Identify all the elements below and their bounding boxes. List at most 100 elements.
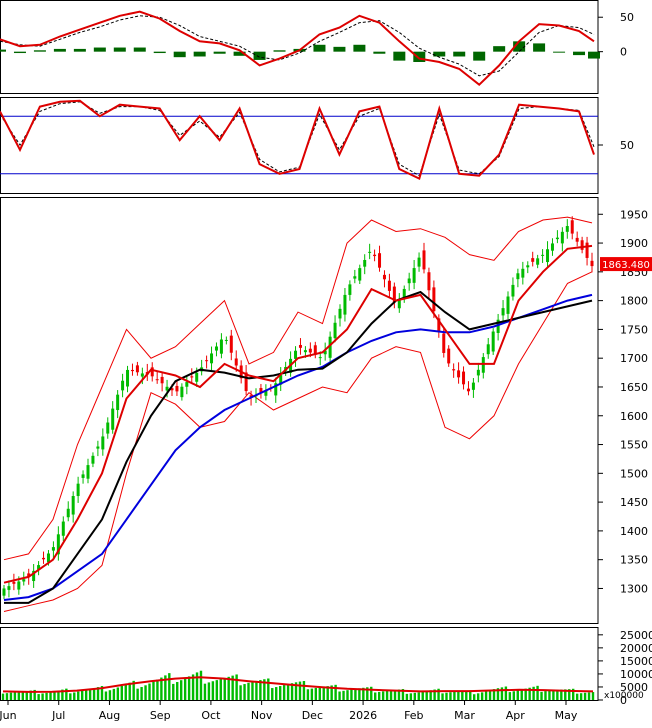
price-candle-body (531, 258, 535, 262)
volume-bar (437, 688, 440, 700)
price-candle-body (224, 339, 228, 341)
volume-bar (572, 688, 575, 700)
volume-bar (271, 688, 274, 700)
volume-bar (298, 681, 302, 700)
volume-bar (591, 692, 595, 700)
price-candle-body (234, 358, 238, 366)
volume-bar (176, 682, 179, 700)
volume-bar (302, 681, 306, 700)
price-candle-body (432, 287, 436, 312)
volume-bar (354, 688, 357, 700)
price-candle-body (575, 237, 579, 242)
macd-histogram-bar (233, 51, 246, 56)
volume-bar (465, 690, 468, 700)
volume-bar (168, 673, 171, 700)
price-candle-body (333, 322, 337, 339)
price-candle-body (555, 237, 559, 240)
volume-bar (104, 691, 108, 700)
price-candle-body (457, 370, 461, 378)
price-candle-body (570, 220, 574, 234)
price-ytick-label: 1700 (620, 352, 648, 365)
price-candle-body (135, 365, 139, 373)
volume-bar (53, 691, 56, 700)
xtick-label: Feb (404, 709, 423, 722)
volume-bar (338, 691, 341, 700)
volume-bar (393, 689, 397, 700)
price-candle-body (550, 243, 554, 251)
price-candle-body (229, 335, 233, 353)
price-candle-body (205, 360, 209, 362)
price-candle-body (397, 299, 401, 309)
volume-bar (116, 687, 120, 700)
price-ytick-label: 1800 (620, 295, 648, 308)
vol-panel-frame (0, 627, 599, 701)
price-candle-body (121, 380, 125, 391)
volume-ytick-label: 25000 (620, 629, 652, 642)
volume-bar (326, 686, 329, 700)
macd-ytick-label: 0 (620, 46, 627, 59)
price-candle-body (56, 534, 60, 555)
volume-bar (286, 684, 290, 700)
price-candle-body (491, 331, 495, 352)
volume-ytick-label: 15000 (620, 655, 652, 668)
price-candle-body (476, 369, 480, 376)
macd-histogram-bar (313, 44, 326, 52)
price-candle-body (140, 373, 144, 377)
volume-bar (429, 690, 432, 700)
stoch-k-line (0, 99, 595, 181)
price-candle-body (22, 579, 26, 582)
price-candle-body (353, 276, 357, 279)
volume-bar (401, 689, 405, 700)
price-candle-body (407, 278, 411, 284)
price-ytick-label: 1950 (620, 208, 648, 221)
volume-bar (92, 688, 96, 700)
volume-bar (9, 692, 13, 700)
volume-bar (520, 689, 523, 700)
macd-histogram-bar (473, 51, 486, 61)
price-candle-body (274, 383, 278, 396)
price-candle-body (71, 496, 75, 515)
bollinger-lower-band (3, 271, 593, 612)
price-candle-body (585, 242, 589, 258)
price-candle-body (501, 308, 505, 316)
price-candle-body (219, 339, 223, 354)
macd-histogram-bar (73, 48, 86, 52)
xtick-label: Sep (150, 709, 171, 722)
price-candle-body (27, 573, 31, 577)
volume-bar (548, 690, 551, 700)
price-candle-body (42, 557, 46, 560)
volume-bar (255, 680, 258, 700)
volume-bar (223, 678, 226, 700)
volume-bar (267, 678, 270, 700)
volume-bar (227, 676, 230, 700)
volume-bar (461, 691, 464, 700)
price-candle-body (86, 465, 90, 479)
price-ytick-label: 1350 (620, 554, 648, 567)
volume-bar (259, 680, 262, 700)
price-candle-body (210, 353, 214, 364)
volume-bar (179, 680, 183, 700)
macd-ytick-label: 50 (620, 11, 634, 24)
volume-bar (65, 688, 68, 700)
volume-bar (544, 691, 547, 700)
xtick-label: 2026 (349, 709, 377, 722)
price-candle-body (76, 483, 80, 497)
price-candle-body (511, 284, 515, 297)
volume-bar (235, 674, 238, 700)
macd-histogram-bar (433, 51, 446, 57)
macd-histogram-bar (513, 41, 526, 52)
last-price-badge (600, 257, 652, 272)
xtick-label: Jul (51, 709, 65, 722)
volume-bar (80, 690, 84, 700)
price-candle-body (580, 240, 584, 250)
volume-ytick-label: 5000 (620, 681, 648, 694)
price-candle-body (402, 288, 406, 300)
price-candle-body (298, 344, 302, 348)
volume-bar (366, 687, 369, 700)
macd-histogram-bar (53, 48, 66, 52)
macd-histogram-bar (213, 51, 226, 54)
volume-bar (73, 692, 76, 700)
volume-bar (457, 691, 460, 700)
xtick-label: May (555, 709, 578, 722)
volume-unit-label: x100000 (604, 691, 644, 701)
